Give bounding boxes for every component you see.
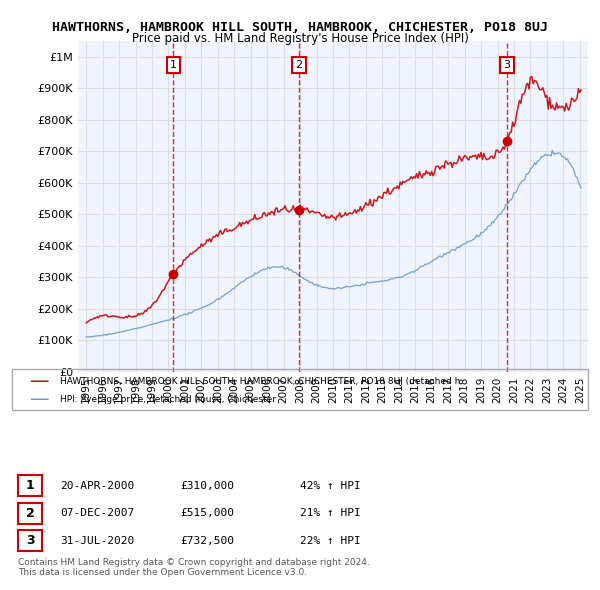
Text: 31-JUL-2020: 31-JUL-2020 [60,536,134,546]
Text: —: — [30,372,50,391]
Text: 21% ↑ HPI: 21% ↑ HPI [300,509,361,518]
Text: HAWTHORNS, HAMBROOK HILL SOUTH, HAMBROOK, CHICHESTER, PO18 8UJ: HAWTHORNS, HAMBROOK HILL SOUTH, HAMBROOK… [52,21,548,34]
Text: HPI: Average price, detached house, Chichester: HPI: Average price, detached house, Chic… [60,395,276,404]
Text: 2: 2 [26,507,34,520]
Text: 1: 1 [26,479,34,492]
Text: 2: 2 [295,60,302,70]
Text: Contains HM Land Registry data © Crown copyright and database right 2024.: Contains HM Land Registry data © Crown c… [18,558,370,566]
Text: 3: 3 [26,535,34,548]
Text: 3: 3 [503,60,511,70]
Text: 1: 1 [170,60,177,70]
Text: 22% ↑ HPI: 22% ↑ HPI [300,536,361,546]
Text: £515,000: £515,000 [180,509,234,518]
Text: Price paid vs. HM Land Registry's House Price Index (HPI): Price paid vs. HM Land Registry's House … [131,32,469,45]
Text: 42% ↑ HPI: 42% ↑ HPI [300,481,361,491]
Text: HAWTHORNS, HAMBROOK HILL SOUTH, HAMBROOK, CHICHESTER, PO18 8UJ (detached h: HAWTHORNS, HAMBROOK HILL SOUTH, HAMBROOK… [60,376,460,386]
Text: 07-DEC-2007: 07-DEC-2007 [60,509,134,518]
Text: 20-APR-2000: 20-APR-2000 [60,481,134,491]
Text: —: — [30,390,50,409]
Text: £732,500: £732,500 [180,536,234,546]
Text: This data is licensed under the Open Government Licence v3.0.: This data is licensed under the Open Gov… [18,568,307,576]
Text: £310,000: £310,000 [180,481,234,491]
